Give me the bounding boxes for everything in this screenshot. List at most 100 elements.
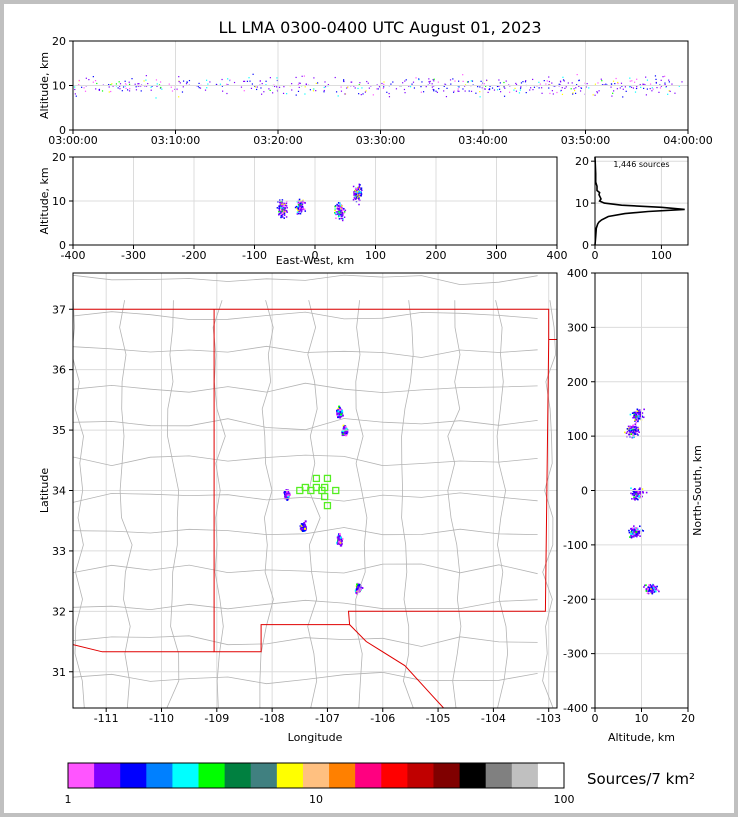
source-point [635, 535, 638, 538]
source-point [278, 205, 281, 208]
source-point [355, 591, 358, 594]
source-point [668, 81, 670, 83]
source-point [110, 84, 112, 86]
source-point [101, 90, 104, 92]
source-point [634, 414, 637, 417]
source-point [287, 491, 290, 494]
source-point [560, 81, 562, 83]
source-point [483, 83, 485, 85]
source-point [637, 429, 640, 431]
source-point [382, 87, 384, 89]
source-point [645, 491, 648, 494]
source-point [276, 79, 278, 82]
source-point [470, 90, 473, 92]
panel-hist-frame [594, 156, 689, 246]
source-point [358, 589, 361, 592]
y-tick-label: 34 [52, 485, 66, 498]
source-point [339, 416, 342, 419]
source-point [315, 82, 317, 85]
source-point [549, 92, 551, 95]
source-point [432, 79, 434, 81]
source-point [334, 208, 336, 210]
source-point [625, 432, 628, 435]
source-point [457, 90, 459, 92]
y-tick-label: 100 [567, 430, 588, 443]
source-point [635, 421, 638, 424]
source-point [281, 203, 283, 206]
source-point [669, 90, 671, 92]
source-point [639, 415, 642, 418]
source-point [280, 212, 282, 215]
x-tick-label: -105 [426, 712, 451, 725]
source-point [637, 417, 640, 420]
source-point [458, 80, 460, 82]
source-point [648, 589, 651, 591]
source-point [652, 585, 655, 587]
source-point [630, 430, 632, 433]
source-point [297, 209, 299, 212]
source-point [124, 80, 126, 82]
source-point [291, 83, 293, 85]
x-tick-label: 03:40:00 [458, 134, 507, 147]
source-point [298, 208, 301, 210]
source-point [641, 415, 644, 418]
source-point [323, 89, 325, 92]
source-point [341, 213, 343, 215]
source-point [284, 207, 286, 210]
x-tick-label: 100 [651, 249, 672, 262]
source-point [617, 81, 619, 84]
source-point [525, 91, 527, 94]
source-point [356, 583, 359, 586]
source-point [343, 212, 345, 214]
source-point [88, 79, 90, 81]
source-point [357, 194, 359, 197]
y-tick-label: 20 [52, 35, 66, 48]
source-point [444, 83, 446, 85]
source-point [341, 434, 344, 437]
source-point [151, 85, 153, 87]
source-point [631, 492, 634, 495]
source-point [128, 90, 131, 92]
source-point [635, 527, 637, 529]
source-point [651, 591, 654, 594]
source-point [341, 214, 344, 217]
source-point [645, 590, 648, 592]
source-point [457, 88, 459, 90]
source-point [297, 205, 299, 208]
x-tick-label: 300 [486, 249, 507, 262]
source-point [254, 85, 256, 87]
x-tick-label: 0 [592, 712, 599, 725]
source-point [340, 207, 343, 210]
source-point [654, 75, 657, 77]
source-point [572, 93, 574, 95]
source-point [556, 91, 558, 94]
source-point [615, 77, 617, 80]
source-point [281, 210, 283, 212]
source-point [639, 414, 642, 417]
source-point [159, 87, 162, 89]
source-point [630, 533, 632, 535]
source-point [646, 592, 649, 595]
source-point [657, 589, 659, 591]
source-point [283, 205, 286, 207]
y-axis-label: Latitude [38, 468, 51, 514]
source-point [543, 80, 545, 82]
source-point [178, 76, 180, 78]
source-point [128, 83, 131, 85]
source-point [356, 190, 359, 193]
y-tick-label: 200 [567, 376, 588, 389]
source-point [161, 88, 163, 90]
county-boundary [542, 300, 557, 708]
source-point [383, 86, 385, 88]
source-point [342, 430, 345, 433]
source-point [286, 211, 288, 213]
source-point [353, 193, 355, 195]
county-boundary [73, 274, 538, 286]
source-point [496, 89, 499, 91]
source-point [421, 81, 423, 83]
source-point [635, 496, 637, 498]
source-point [658, 91, 660, 93]
source-point [277, 214, 280, 216]
source-point [340, 415, 343, 418]
source-point [356, 585, 359, 588]
